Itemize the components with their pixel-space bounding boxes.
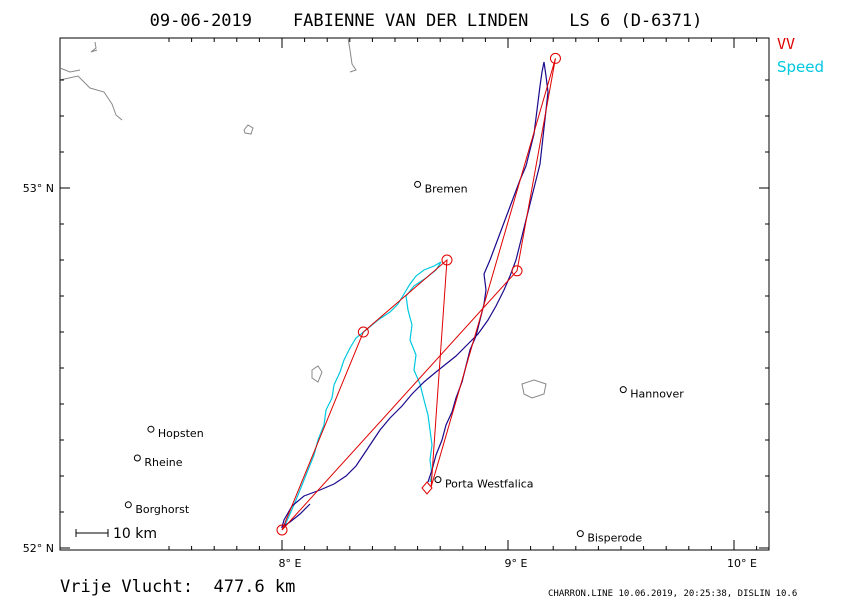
x-tick-label: 8° E xyxy=(279,557,302,570)
turnpoint-circle xyxy=(357,326,369,338)
city-label: Bisperode xyxy=(587,532,642,545)
y-tick-label: 52° N xyxy=(23,542,54,555)
city-marker xyxy=(147,425,155,433)
turnpoint-circle xyxy=(511,265,523,277)
city-label: Rheine xyxy=(144,456,182,469)
x-tick-label: 9° E xyxy=(505,557,528,570)
city-marker xyxy=(124,501,132,509)
city-marker xyxy=(133,454,141,462)
footer-info: CHARRON.LINE 10.06.2019, 20:25:38, DISLI… xyxy=(548,589,797,599)
city-marker xyxy=(434,476,442,484)
city-marker xyxy=(576,530,584,538)
map-frame xyxy=(59,37,770,551)
x-tick-label: 10° E xyxy=(727,557,757,570)
scale-label: 10 km xyxy=(113,526,157,542)
y-tick-label: 53° N xyxy=(23,182,54,195)
city-label: Bremen xyxy=(425,182,468,195)
city-label: Hannover xyxy=(630,388,684,401)
start-marker xyxy=(421,481,433,495)
city-label: Hopsten xyxy=(158,427,204,440)
legend-vv: VV xyxy=(777,35,795,53)
scale-bar: 10 km xyxy=(75,526,157,542)
speed-track xyxy=(283,261,442,528)
vv-track xyxy=(280,61,549,529)
turnpoint-circle xyxy=(276,524,288,536)
turnpoint-circle xyxy=(441,254,453,266)
city-label: Borghorst xyxy=(135,503,190,516)
y-axis-ticks: 53° N 52° N xyxy=(23,79,769,555)
vv-legs xyxy=(281,58,556,531)
turnpoint-circle xyxy=(549,52,561,64)
legend-speed: Speed xyxy=(777,58,824,76)
distance-label: Vrije Vlucht: 477.6 km xyxy=(60,577,295,597)
city-marker xyxy=(414,180,422,188)
city-label: Porta Westfalica xyxy=(445,478,534,491)
coastline xyxy=(59,37,547,399)
turnpoints xyxy=(276,52,561,536)
city-marker xyxy=(619,386,627,394)
city-markers: Bremen Hannover Hopsten Rheine Borghorst Bisp… xyxy=(124,180,684,545)
map-title: 09-06-2019 FABIENNE VAN DER LINDEN LS 6 … xyxy=(150,11,703,31)
x-axis-ticks: 8° E 9° E 10° E xyxy=(168,38,758,570)
